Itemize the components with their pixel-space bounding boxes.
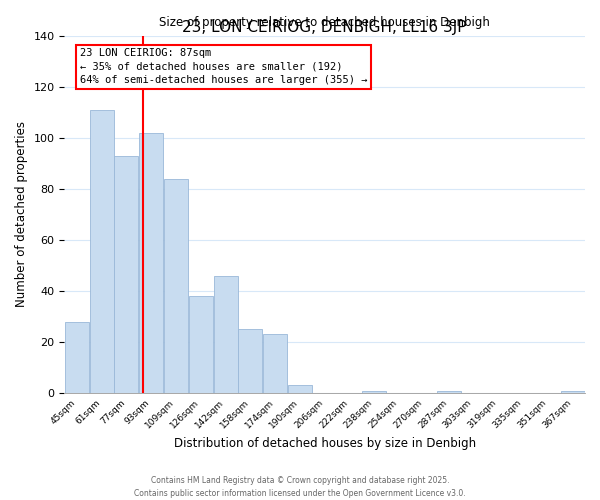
Bar [437,390,461,393]
Y-axis label: Number of detached properties: Number of detached properties [15,122,28,308]
Bar [288,386,312,393]
Bar [362,390,386,393]
Text: Size of property relative to detached houses in Denbigh: Size of property relative to detached ho… [159,16,490,28]
X-axis label: Distribution of detached houses by size in Denbigh: Distribution of detached houses by size … [173,437,476,450]
Bar [238,330,262,393]
Bar [164,178,188,393]
Bar [139,132,163,393]
Bar [263,334,287,393]
Text: Contains HM Land Registry data © Crown copyright and database right 2025.
Contai: Contains HM Land Registry data © Crown c… [134,476,466,498]
Bar [560,390,584,393]
Bar [89,110,113,393]
Bar [65,322,89,393]
Text: 23 LON CEIRIOG: 87sqm
← 35% of detached houses are smaller (192)
64% of semi-det: 23 LON CEIRIOG: 87sqm ← 35% of detached … [80,48,368,85]
Bar [214,276,238,393]
Bar [115,156,139,393]
Title: 23, LON CEIRIOG, DENBIGH, LL16 3JP: 23, LON CEIRIOG, DENBIGH, LL16 3JP [182,20,467,34]
Bar [189,296,213,393]
